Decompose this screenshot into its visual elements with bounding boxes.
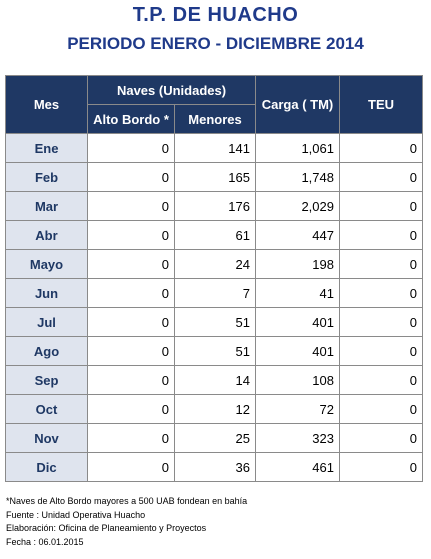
- cell-mes: Ene: [5, 133, 88, 163]
- cell-teu: 0: [339, 278, 423, 308]
- header-naves: Naves (Unidades): [87, 75, 256, 105]
- cell-teu: 0: [339, 249, 423, 279]
- footnote-elaboracion: Elaboración: Oficina de Planeamiento y P…: [6, 523, 207, 533]
- cell-carga: 2,029: [255, 191, 340, 221]
- cell-menores: 141: [174, 133, 256, 163]
- cell-alto-bordo: 0: [87, 423, 175, 453]
- cell-alto-bordo: 0: [87, 394, 175, 424]
- cell-menores: 51: [174, 307, 256, 337]
- cell-carga: 401: [255, 307, 340, 337]
- page-title: T.P. DE HUACHO: [132, 4, 299, 26]
- header-menores: Menores: [174, 104, 256, 134]
- cell-alto-bordo: 0: [87, 220, 175, 250]
- cell-alto-bordo: 0: [87, 307, 175, 337]
- cell-menores: 36: [174, 452, 256, 482]
- header-mes: Mes: [5, 75, 88, 134]
- cell-carga: 447: [255, 220, 340, 250]
- table-row: Mayo 0 24 198 0: [5, 249, 423, 279]
- cell-alto-bordo: 0: [87, 162, 175, 192]
- cell-mes: Oct: [5, 394, 88, 424]
- cell-teu: 0: [339, 452, 423, 482]
- cell-teu: 0: [339, 162, 423, 192]
- cell-mes: Ago: [5, 336, 88, 366]
- cell-menores: 7: [174, 278, 256, 308]
- cell-carga: 108: [255, 365, 340, 395]
- table-row: Abr 0 61 447 0: [5, 220, 423, 250]
- cell-menores: 61: [174, 220, 256, 250]
- table-body: Ene 0 141 1,061 0 Feb 0 165 1,748 0 Mar 0 176 2,029 0 A…: [5, 133, 423, 482]
- cell-mes: Feb: [5, 162, 88, 192]
- cell-carga: 72: [255, 394, 340, 424]
- cell-mes: Mar: [5, 191, 88, 221]
- table-row: Jun 0 7 41 0: [5, 278, 423, 308]
- cell-teu: 0: [339, 394, 423, 424]
- cell-menores: 165: [174, 162, 256, 192]
- cell-mes: Jun: [5, 278, 88, 308]
- cell-teu: 0: [339, 220, 423, 250]
- cell-alto-bordo: 0: [87, 452, 175, 482]
- cell-teu: 0: [339, 365, 423, 395]
- cell-teu: 0: [339, 307, 423, 337]
- footnote-alto-bordo: *Naves de Alto Bordo mayores a 500 UAB f…: [6, 496, 248, 506]
- cell-carga: 323: [255, 423, 340, 453]
- cell-carga: 1,061: [255, 133, 340, 163]
- cell-menores: 12: [174, 394, 256, 424]
- cell-menores: 176: [174, 191, 256, 221]
- cell-mes: Sep: [5, 365, 88, 395]
- cell-teu: 0: [339, 133, 423, 163]
- footnotes: *Naves de Alto Bordo mayores a 500 UAB f…: [6, 495, 247, 549]
- table-row: Jul 0 51 401 0: [5, 307, 423, 337]
- cell-menores: 51: [174, 336, 256, 366]
- table-row: Mar 0 176 2,029 0: [5, 191, 423, 221]
- header-alto-bordo: Alto Bordo *: [87, 104, 175, 134]
- cell-alto-bordo: 0: [87, 278, 175, 308]
- port-statistics-table: Mes Naves (Unidades) Carga ( TM) TEU Alt…: [5, 75, 423, 482]
- cell-alto-bordo: 0: [87, 336, 175, 366]
- table-row: Feb 0 165 1,748 0: [5, 162, 423, 192]
- table-row: Dic 0 36 461 0: [5, 452, 423, 482]
- cell-carga: 198: [255, 249, 340, 279]
- header-carga: Carga ( TM): [255, 75, 340, 134]
- table-row: Ene 0 141 1,061 0: [5, 133, 423, 163]
- cell-mes: Abr: [5, 220, 88, 250]
- cell-alto-bordo: 0: [87, 133, 175, 163]
- cell-menores: 25: [174, 423, 256, 453]
- cell-teu: 0: [339, 423, 423, 453]
- cell-alto-bordo: 0: [87, 365, 175, 395]
- page-subtitle: PERIODO ENERO - DICIEMBRE 2014: [67, 34, 364, 53]
- cell-menores: 14: [174, 365, 256, 395]
- cell-carga: 461: [255, 452, 340, 482]
- cell-alto-bordo: 0: [87, 249, 175, 279]
- cell-teu: 0: [339, 191, 423, 221]
- cell-mes: Dic: [5, 452, 88, 482]
- cell-teu: 0: [339, 336, 423, 366]
- cell-mes: Jul: [5, 307, 88, 337]
- table-row: Sep 0 14 108 0: [5, 365, 423, 395]
- table-row: Nov 0 25 323 0: [5, 423, 423, 453]
- cell-carga: 401: [255, 336, 340, 366]
- table-row: Oct 0 12 72 0: [5, 394, 423, 424]
- footnote-fecha: Fecha : 06.01.2015: [6, 536, 84, 547]
- header-teu: TEU: [339, 75, 423, 134]
- table-row: Ago 0 51 401 0: [5, 336, 423, 366]
- cell-mes: Nov: [5, 423, 88, 453]
- footnote-fuente: Fuente : Unidad Operativa Huacho: [6, 509, 146, 520]
- cell-menores: 24: [174, 249, 256, 279]
- cell-carga: 1,748: [255, 162, 340, 192]
- cell-carga: 41: [255, 278, 340, 308]
- cell-mes: Mayo: [5, 249, 88, 279]
- cell-alto-bordo: 0: [87, 191, 175, 221]
